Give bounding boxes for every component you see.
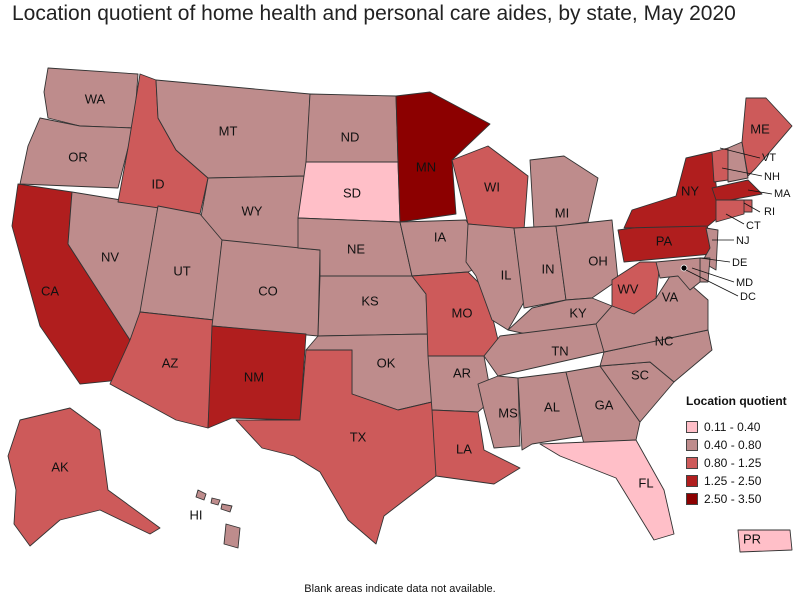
state-mi[interactable] <box>529 155 599 231</box>
state-label-ma: MA <box>774 188 791 200</box>
state-label-wi: WI <box>484 179 500 194</box>
state-label-ok: OK <box>377 355 396 370</box>
legend-label: 2.50 - 3.50 <box>704 492 762 506</box>
state-label-wa: WA <box>85 91 106 106</box>
state-label-pa: PA <box>656 233 673 248</box>
state-label-oh: OH <box>588 253 608 268</box>
state-label-dc: DC <box>740 291 756 303</box>
state-ma[interactable] <box>711 179 763 201</box>
state-label-il: IL <box>501 267 512 282</box>
state-label-ga: GA <box>595 397 614 412</box>
state-pr[interactable] <box>737 529 793 553</box>
state-mn[interactable] <box>395 91 491 223</box>
state-label-vt: VT <box>762 152 776 164</box>
state-label-wy: WY <box>242 203 263 218</box>
state-label-ne: NE <box>347 241 365 256</box>
state-label-md: MD <box>736 277 753 289</box>
legend-item: 2.50 - 3.50 <box>686 492 761 506</box>
state-ny[interactable] <box>623 151 721 229</box>
state-label-me: ME <box>750 121 770 136</box>
state-va[interactable] <box>595 269 709 353</box>
legend-swatch <box>686 457 698 469</box>
state-al[interactable] <box>517 371 583 451</box>
legend-item: 0.11 - 0.40 <box>686 420 760 434</box>
state-label-ky: KY <box>569 305 587 320</box>
legend-item: 1.25 - 2.50 <box>686 474 761 488</box>
state-ga[interactable] <box>565 365 641 445</box>
legend-swatch <box>686 475 698 487</box>
state-fl[interactable] <box>539 439 675 541</box>
state-label-de: DE <box>732 257 747 269</box>
footnote: Blank areas indicate data not available. <box>304 583 496 595</box>
legend-title: Location quotient <box>686 394 787 408</box>
state-label-hi: HI <box>190 507 203 522</box>
legend-swatch <box>686 439 698 451</box>
state-label-co: CO <box>258 283 278 298</box>
state-label-mt: MT <box>219 123 238 138</box>
legend-item: 0.80 - 1.25 <box>686 456 761 470</box>
state-label-ks: KS <box>361 293 379 308</box>
state-label-az: AZ <box>162 355 179 370</box>
legend-label: 0.80 - 1.25 <box>704 456 762 470</box>
legend-item: 0.40 - 0.80 <box>686 438 761 452</box>
state-label-nd: ND <box>341 129 360 144</box>
state-label-or: OR <box>68 149 88 164</box>
state-label-la: LA <box>456 441 472 456</box>
state-label-nv: NV <box>101 249 119 264</box>
legend-label: 1.25 - 2.50 <box>704 474 762 488</box>
state-ak[interactable] <box>7 407 161 547</box>
map-title: Location quotient of home health and per… <box>12 2 736 25</box>
state-ri[interactable] <box>743 199 753 213</box>
state-label-id: ID <box>152 176 165 191</box>
state-la[interactable] <box>431 409 521 485</box>
state-label-pr: PR <box>743 531 761 546</box>
state-wv[interactable] <box>611 261 661 315</box>
state-label-ut: UT <box>173 263 190 278</box>
state-de[interactable] <box>699 257 711 283</box>
state-label-nm: NM <box>244 369 264 384</box>
legend-swatch <box>686 493 698 505</box>
state-label-nh: NH <box>764 171 780 183</box>
state-label-mo: MO <box>452 305 473 320</box>
state-nm[interactable] <box>207 325 307 429</box>
state-wi[interactable] <box>451 145 529 231</box>
state-label-nj: NJ <box>736 235 749 247</box>
state-label-nc: NC <box>655 333 674 348</box>
state-label-ri: RI <box>764 206 775 218</box>
state-label-wv: WV <box>618 281 639 296</box>
state-vt[interactable] <box>711 147 729 183</box>
state-label-ca: CA <box>41 283 59 298</box>
state-label-ms: MS <box>498 405 518 420</box>
state-label-ak: AK <box>51 459 69 474</box>
state-label-va: VA <box>662 289 679 304</box>
state-nd[interactable] <box>305 93 399 163</box>
state-oh[interactable] <box>555 219 619 301</box>
state-tx[interactable] <box>235 349 449 545</box>
state-label-ar: AR <box>453 365 471 380</box>
state-label-fl: FL <box>638 475 653 490</box>
state-label-tx: TX <box>350 429 367 444</box>
legend-swatch <box>686 421 698 433</box>
state-ct[interactable] <box>715 199 745 223</box>
state-label-mi: MI <box>555 205 569 220</box>
state-label-mn: MN <box>416 159 436 174</box>
state-label-ia: IA <box>434 229 447 244</box>
state-me[interactable] <box>741 97 793 177</box>
state-hi[interactable] <box>195 489 241 549</box>
state-label-al: AL <box>544 399 560 414</box>
state-label-sd: SD <box>343 185 361 200</box>
state-label-sc: SC <box>631 367 649 382</box>
state-ms[interactable] <box>477 375 521 449</box>
state-dc[interactable] <box>680 264 688 272</box>
state-or[interactable] <box>19 117 135 189</box>
legend-label: 0.40 - 0.80 <box>704 438 762 452</box>
state-label-in: IN <box>542 261 555 276</box>
legend-label: 0.11 - 0.40 <box>704 420 761 434</box>
state-label-tn: TN <box>551 343 568 358</box>
state-label-ny: NY <box>681 183 699 198</box>
state-label-ct: CT <box>746 220 761 232</box>
